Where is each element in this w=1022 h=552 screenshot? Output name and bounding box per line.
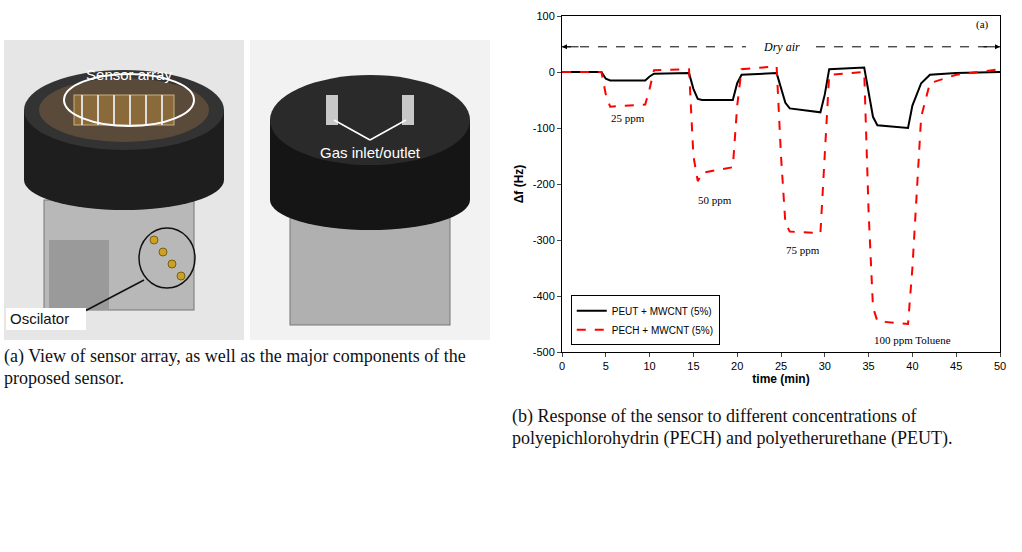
svg-text:20: 20 — [731, 360, 743, 372]
svg-text:100: 100 — [536, 10, 554, 22]
svg-text:(a): (a) — [976, 18, 989, 31]
svg-text:-500: -500 — [533, 346, 555, 358]
svg-text:time (min): time (min) — [752, 372, 809, 386]
svg-text:75 ppm: 75 ppm — [786, 244, 820, 256]
svg-text:PEUT + MWCNT (5%): PEUT + MWCNT (5%) — [612, 306, 712, 317]
svg-text:Gas inlet/outlet: Gas inlet/outlet — [320, 144, 421, 161]
svg-text:-100: -100 — [533, 122, 555, 134]
svg-text:30: 30 — [819, 360, 831, 372]
svg-text:10: 10 — [643, 360, 655, 372]
svg-text:-300: -300 — [533, 234, 555, 246]
html-text:(b) Response of the sensor to: (b) Response of the sensor to different … — [512, 406, 953, 448]
svg-text:40: 40 — [906, 360, 918, 372]
svg-text:Dry air: Dry air — [763, 40, 800, 54]
svg-text:Δf (Hz): Δf (Hz) — [512, 165, 526, 204]
svg-text:-400: -400 — [533, 290, 555, 302]
svg-text:25 ppm: 25 ppm — [611, 112, 645, 124]
svg-text:100 ppm Toluene: 100 ppm Toluene — [874, 334, 951, 346]
svg-text:Sensor array: Sensor array — [86, 66, 172, 83]
svg-text:15: 15 — [687, 360, 699, 372]
svg-text:25: 25 — [775, 360, 787, 372]
html-text:(a) View of sensor array, as w: (a) View of sensor array, as well as the… — [4, 346, 466, 388]
svg-text:0: 0 — [559, 360, 565, 372]
svg-text:PECH + MWCNT (5%): PECH + MWCNT (5%) — [612, 325, 713, 336]
svg-text:-200: -200 — [533, 178, 555, 190]
svg-text:50: 50 — [994, 360, 1006, 372]
svg-text:45: 45 — [950, 360, 962, 372]
svg-text:5: 5 — [603, 360, 609, 372]
svg-text:0: 0 — [549, 66, 555, 78]
svg-text:35: 35 — [862, 360, 874, 372]
svg-text:Oscilator: Oscilator — [10, 310, 69, 327]
svg-text:50 ppm: 50 ppm — [698, 194, 732, 206]
